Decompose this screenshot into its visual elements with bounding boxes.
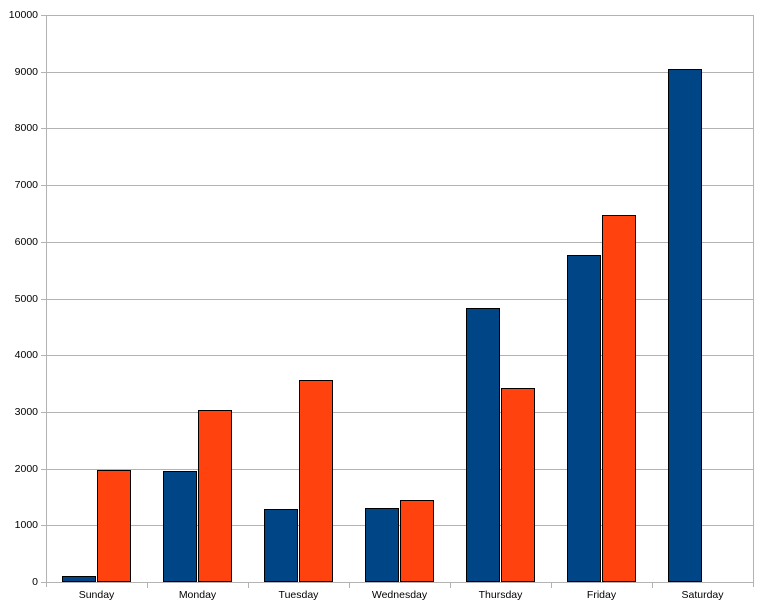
bar-sunday-orange [96, 469, 131, 582]
bar-sunday-blue [62, 576, 97, 582]
bar-saturday-blue [668, 68, 703, 582]
x-tick-label: Thursday [478, 589, 523, 601]
bar-thursday-orange [500, 388, 535, 582]
bar-tuesday-blue [264, 508, 299, 582]
x-axis-tick [147, 583, 148, 588]
x-axis-line [41, 582, 753, 583]
y-axis-tick [41, 525, 46, 526]
bar-wednesday-blue [365, 508, 400, 582]
y-tick-label: 3000 [14, 406, 38, 418]
y-axis-tick [41, 15, 46, 16]
y-tick-label: 0 [32, 576, 38, 588]
gridline [46, 469, 753, 470]
gridline [46, 128, 753, 129]
y-tick-label: 5000 [14, 293, 38, 305]
y-tick-label: 8000 [14, 122, 38, 134]
bar-wednesday-orange [399, 500, 434, 582]
y-axis-tick [41, 412, 46, 413]
x-axis-tick [248, 583, 249, 588]
bar-monday-blue [163, 471, 198, 582]
x-tick-label: Saturday [681, 589, 724, 601]
y-tick-label: 10000 [8, 9, 38, 21]
bar-tuesday-orange [298, 379, 333, 582]
x-axis-tick [349, 583, 350, 588]
plot-right-border [753, 15, 754, 587]
y-axis-tick [41, 242, 46, 243]
x-tick-label: Sunday [78, 589, 115, 601]
y-tick-label: 1000 [14, 519, 38, 531]
y-tick-label: 6000 [14, 236, 38, 248]
x-tick-label: Tuesday [278, 589, 319, 601]
y-axis-tick [41, 72, 46, 73]
x-tick-label: Monday [178, 589, 217, 601]
x-tick-label: Wednesday [371, 589, 428, 601]
gridline [46, 242, 753, 243]
y-axis-tick [41, 355, 46, 356]
y-tick-label: 2000 [14, 463, 38, 475]
y-tick-label: 7000 [14, 179, 38, 191]
gridline [46, 355, 753, 356]
gridline [46, 412, 753, 413]
y-axis-tick [41, 469, 46, 470]
x-axis-tick [652, 583, 653, 588]
bar-friday-blue [567, 254, 602, 582]
gridline [46, 299, 753, 300]
y-axis-tick [41, 128, 46, 129]
gridline [46, 72, 753, 73]
y-tick-label: 9000 [14, 66, 38, 78]
y-axis-tick [41, 299, 46, 300]
bar-friday-orange [601, 214, 636, 582]
y-axis-line [46, 15, 47, 587]
x-axis-tick [551, 583, 552, 588]
bar-thursday-blue [466, 307, 501, 582]
gridline [46, 185, 753, 186]
bar-monday-orange [197, 409, 232, 582]
y-tick-label: 4000 [14, 349, 38, 361]
x-axis-tick [450, 583, 451, 588]
x-tick-label: Friday [586, 589, 617, 601]
y-axis-tick [41, 185, 46, 186]
gridline [46, 15, 753, 16]
